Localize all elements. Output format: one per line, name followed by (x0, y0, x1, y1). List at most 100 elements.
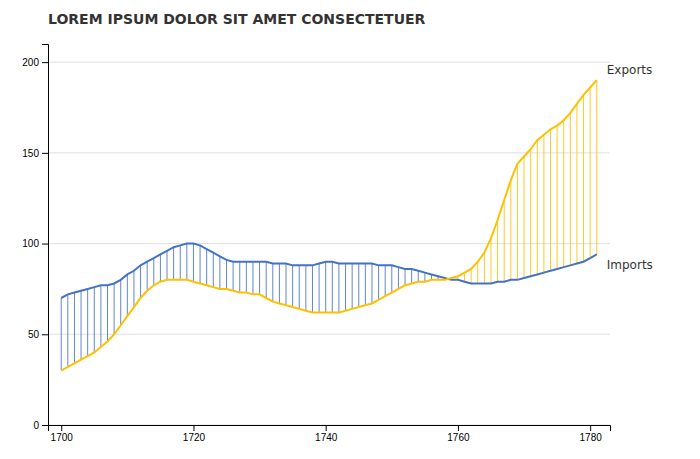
grid-line (48, 243, 610, 244)
span-line (484, 253, 485, 284)
tick-label: 1780 (580, 432, 603, 443)
span-line (471, 269, 472, 284)
tick-mark (42, 334, 48, 335)
y-axis: 050100150200 (22, 45, 48, 431)
end-labels: ImportsExports (607, 63, 653, 272)
span-line (424, 273, 425, 282)
title: LOREM IPSUM DOLOR SIT AMET CONSECTETUER (48, 11, 426, 27)
span-line (140, 265, 141, 298)
span-line (371, 264, 372, 304)
axis-line (42, 45, 49, 426)
span-line (94, 287, 95, 352)
span-line (206, 249, 207, 285)
span-line (107, 285, 108, 341)
plot: 17001720174017601780050100150200ImportsE… (22, 45, 653, 444)
tick-mark (590, 425, 591, 431)
tick-mark (326, 425, 327, 431)
span-line (411, 269, 412, 284)
span-line (570, 113, 571, 265)
span-line (74, 293, 75, 364)
tick: 1700 (51, 425, 74, 443)
span-line (557, 126, 558, 269)
span-line (193, 244, 194, 282)
tick-label: 50 (28, 329, 40, 340)
span-line (497, 220, 498, 282)
grid-line (48, 62, 610, 63)
span-line (173, 247, 174, 280)
tick-label: 1740 (315, 432, 338, 443)
span-line (576, 104, 577, 264)
span-line (563, 120, 564, 267)
span-line (358, 264, 359, 308)
tick: 100 (22, 238, 48, 249)
span-line (81, 291, 82, 360)
span-line (385, 265, 386, 296)
tick-label: 1760 (447, 432, 470, 443)
grid-line (48, 334, 610, 335)
span-line (100, 285, 101, 347)
span-line (246, 262, 247, 293)
marks (61, 80, 597, 370)
tick: 1720 (183, 425, 206, 443)
series-label: Exports (607, 63, 653, 77)
span-line (312, 265, 313, 312)
span-line (530, 149, 531, 276)
span-line (153, 258, 154, 285)
tick-mark (42, 62, 48, 63)
span-line (160, 254, 161, 281)
span-line (87, 289, 88, 356)
tick-label: 100 (22, 238, 39, 249)
span-line (239, 262, 240, 293)
span-line (319, 264, 320, 313)
span-line (272, 264, 273, 302)
span-line (325, 262, 326, 313)
span-line (504, 200, 505, 282)
tick-mark (42, 425, 48, 426)
span-line (510, 180, 511, 280)
axis-line (49, 426, 611, 432)
tick: 50 (28, 329, 48, 340)
span-line (67, 294, 68, 367)
span-line (200, 245, 201, 283)
span-line (583, 95, 584, 262)
span-line (219, 256, 220, 289)
span-line (338, 264, 339, 313)
span-line (378, 265, 379, 299)
span-line (266, 262, 267, 298)
tick-label: 1720 (183, 432, 206, 443)
span-line (345, 264, 346, 311)
span-line (133, 271, 134, 307)
span-line (61, 298, 62, 371)
tick-mark (42, 153, 48, 154)
span-line (180, 245, 181, 279)
span-line (550, 129, 551, 271)
span-line (127, 274, 128, 316)
tick: 0 (33, 420, 48, 431)
span-line (537, 140, 538, 274)
tick: 1740 (315, 425, 338, 443)
span-line (292, 265, 293, 307)
span-line (365, 264, 366, 306)
span-line (464, 273, 465, 282)
span-line (279, 264, 280, 304)
tick: 150 (22, 148, 48, 159)
tick-label: 0 (33, 420, 39, 431)
tick-mark (193, 425, 194, 431)
span-line (596, 80, 597, 254)
span-line (418, 271, 419, 282)
span-line (286, 264, 287, 306)
span-line (405, 269, 406, 285)
span-line (517, 164, 518, 280)
span-line (391, 265, 392, 292)
span-line (352, 264, 353, 309)
grid (48, 62, 610, 425)
series-line (61, 244, 597, 298)
span-line (226, 260, 227, 289)
span-line (252, 262, 253, 295)
tick: 1780 (580, 425, 603, 443)
span-line (259, 262, 260, 295)
span-line (398, 267, 399, 289)
span-line (305, 265, 306, 310)
series-line (61, 80, 597, 370)
tick: 1760 (447, 425, 470, 443)
